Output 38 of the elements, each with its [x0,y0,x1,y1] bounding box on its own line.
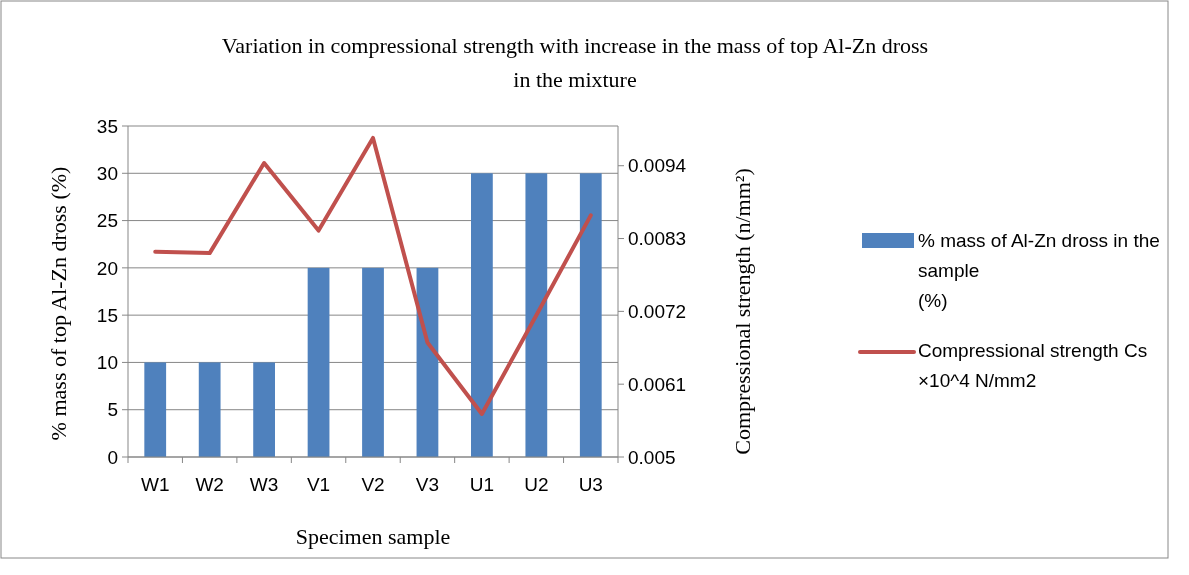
bar [471,173,493,457]
y2-tick-label: 0.0061 [628,373,687,395]
bar [362,267,384,457]
y-tick-label: 20 [96,257,118,279]
bar [253,362,275,457]
legend-label: Compressional strength Cs ×10^4 N/mm2 [918,339,1148,391]
x-tick-label: W1 [140,474,170,495]
x-tick-label: W3 [249,474,279,495]
x-axis-title: Specimen sample [295,524,451,549]
x-tick-label: W2 [195,474,224,495]
bar [579,173,602,457]
bar [525,173,548,457]
y2-tick-label: 0.0083 [628,228,687,250]
y-tick-label: 0 [107,446,118,468]
bar [416,267,439,457]
y2-tick-label: 0.0072 [628,301,687,323]
y2-axis-title: Compressional strength (n/mm²) [730,168,755,455]
x-tick-label: V2 [361,474,385,495]
x-tick-label: U1 [469,474,495,495]
x-tick-label: U2 [524,474,549,495]
y-tick-label: 30 [96,162,118,184]
y-tick-label: 35 [96,115,118,137]
chart-title: Variation in compressional strength with increase in the mass of top Al-Zn dross in the mixture [221,33,929,92]
x-tick-label: V3 [415,474,440,495]
y-axis-title: % mass of top Al-Zn dross (%) [46,166,71,441]
y-tick-label: 10 [96,352,118,374]
bar [198,362,221,457]
x-tick-label: U3 [578,474,603,495]
y-tick-label: 5 [107,399,118,421]
legend-label: % mass of Al-Zn dross in the sample (%) [918,229,1160,311]
y-tick-label: 15 [96,304,118,326]
x-tick-label: V1 [306,474,331,495]
y-tick-label: 25 [96,210,118,232]
y2-tick-label: 0.005 [628,446,676,468]
y2-tick-label: 0.0094 [628,155,687,177]
line-series [153,135,593,416]
bar [144,362,167,457]
bar [307,267,330,457]
